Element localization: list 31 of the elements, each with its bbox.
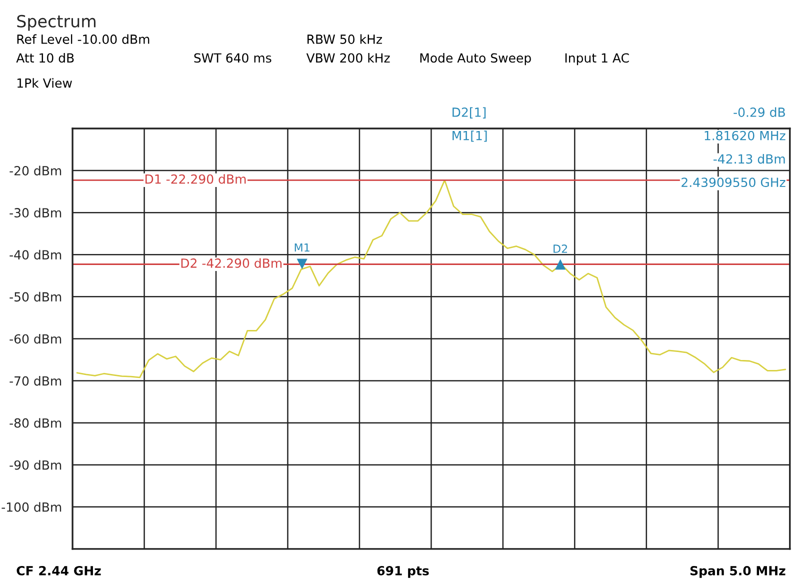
annotation: 1.81620 MHz: [704, 130, 786, 140]
text: D2[1]: [452, 107, 486, 118]
y-tick-label: -80 dBm: [10, 418, 62, 428]
y-tick-label: -100 dBm: [2, 502, 62, 512]
text: VBW 200 kHz: [306, 52, 390, 63]
annotation: M1[1]: [452, 130, 487, 142]
text: 1Pk View: [17, 78, 72, 88]
ref-line-label: D2 -42.290 dBm: [181, 258, 282, 268]
annotation: -42.13 dBm: [714, 154, 785, 164]
y-tick-label: -60 dBm: [10, 334, 62, 344]
y-tick-label: -70 dBm: [10, 376, 62, 386]
chart-title: Spectrum: [17, 14, 96, 31]
y-tick-label: -90 dBm: [10, 460, 62, 470]
text: Input 1 AC: [565, 53, 629, 66]
text: CF 2.44 GHz: [16, 566, 101, 576]
text: Att 10 dB: [16, 52, 74, 63]
text: Span 5.0 MHz: [690, 566, 786, 578]
text: RBW 50 kHz: [308, 34, 382, 44]
y-tick-label: -30 dBm: [10, 208, 62, 218]
y-tick-label: -50 dBm: [10, 292, 62, 302]
text: 691 pts: [377, 566, 429, 578]
text: SWT 640 ms: [194, 53, 272, 63]
text: -0.29 dB: [734, 107, 785, 117]
text: Ref Level -10.00 dBm: [17, 34, 150, 44]
text: Mode Auto Sweep: [420, 52, 531, 66]
y-tick-label: -20 dBm: [10, 166, 62, 176]
annotation: 2.43909550 GHz: [682, 178, 786, 188]
y-tick-label: -40 dBm: [10, 250, 62, 260]
annotation: M1: [294, 243, 310, 252]
annotation: D2: [554, 244, 568, 253]
ref-line-label: D1 -22.290 dBm: [146, 174, 246, 184]
